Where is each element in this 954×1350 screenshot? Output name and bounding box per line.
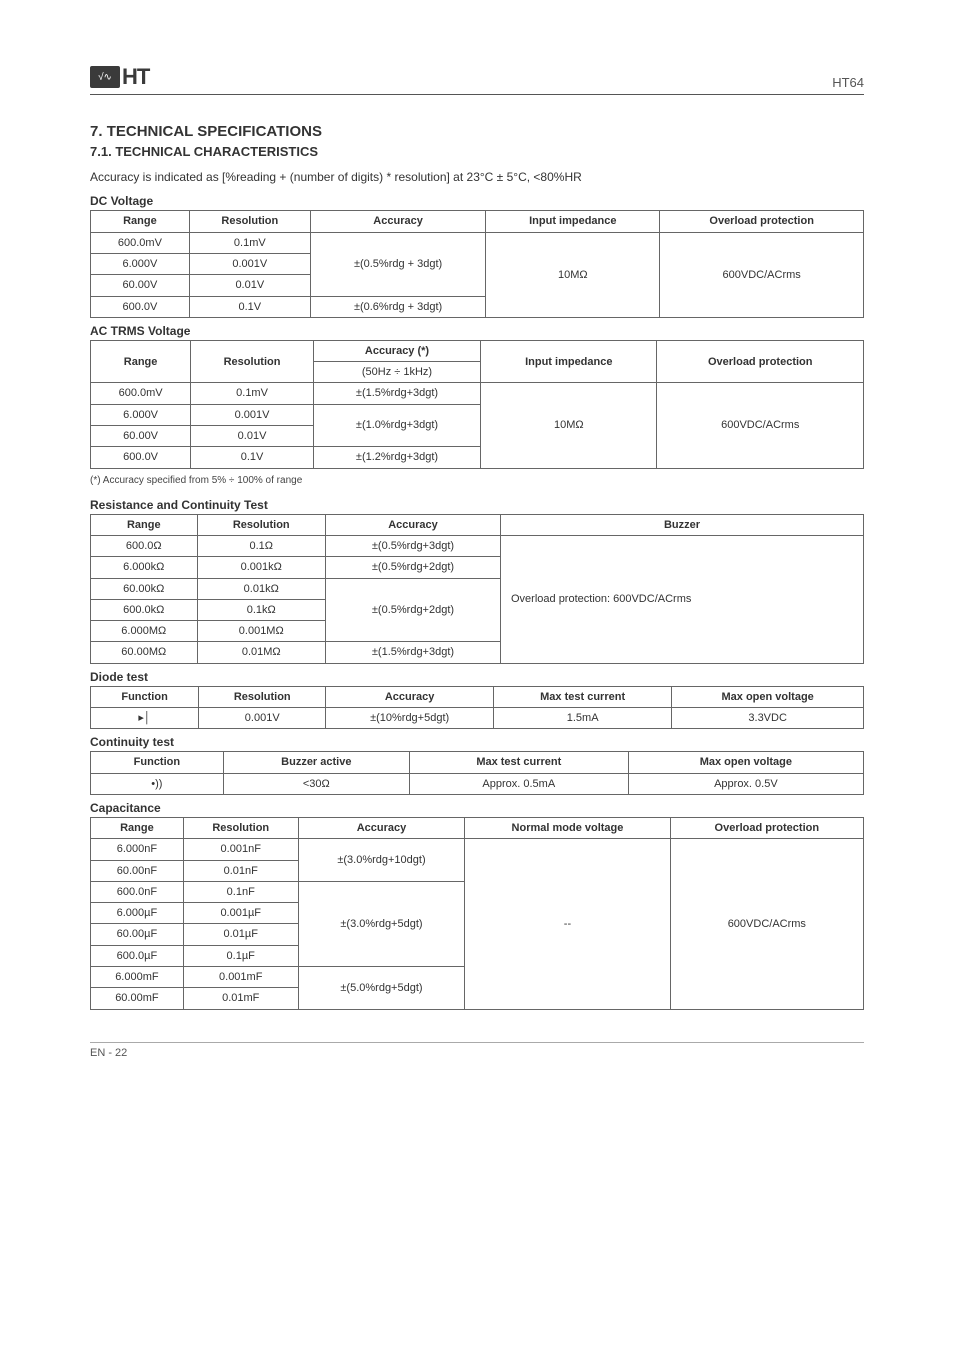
col-buzzer: Buzzer bbox=[501, 514, 864, 535]
col-range: Range bbox=[91, 817, 184, 838]
col-resolution: Resolution bbox=[191, 340, 314, 383]
col-accuracy: Accuracy bbox=[298, 817, 465, 838]
col-accuracy: Accuracy bbox=[325, 514, 500, 535]
col-impedance: Input impedance bbox=[486, 211, 660, 232]
col-range: Range bbox=[91, 514, 198, 535]
col-accuracy: Accuracy (*) bbox=[313, 340, 480, 361]
col-resolution: Resolution bbox=[197, 514, 325, 535]
ac-voltage-note: (*) Accuracy specified from 5% ÷ 100% of… bbox=[90, 475, 864, 486]
page-footer: EN - 22 bbox=[90, 1042, 864, 1059]
col-resolution: Resolution bbox=[199, 686, 326, 707]
table-diode: Function Resolution Accuracy Max test cu… bbox=[90, 686, 864, 730]
col-accuracy-sub: (50Hz ÷ 1kHz) bbox=[313, 362, 480, 383]
table-row: 6.000nF 0.001nF ±(3.0%rdg+10dgt) -- 600V… bbox=[91, 839, 864, 860]
col-max-current: Max test current bbox=[493, 686, 671, 707]
table-row: 600.0mV 0.1mV ±(1.5%rdg+3dgt) 10MΩ 600VD… bbox=[91, 383, 864, 404]
col-nmv: Normal mode voltage bbox=[465, 817, 670, 838]
table-row: 600.0mV 0.1mV ±(0.5%rdg + 3dgt) 10MΩ 600… bbox=[91, 232, 864, 253]
table-title-dc-voltage: DC Voltage bbox=[90, 194, 864, 208]
col-resolution: Resolution bbox=[189, 211, 310, 232]
col-protection: Overload protection bbox=[657, 340, 864, 383]
page-number: EN - 22 bbox=[90, 1047, 127, 1059]
col-max-voltage: Max open voltage bbox=[672, 686, 864, 707]
diode-icon: ▸│ bbox=[91, 708, 199, 729]
section-heading: 7. TECHNICAL SPECIFICATIONS bbox=[90, 123, 864, 140]
table-resistance: Range Resolution Accuracy Buzzer 600.0Ω … bbox=[90, 514, 864, 664]
table-title-continuity: Continuity test bbox=[90, 735, 864, 749]
col-max-current: Max test current bbox=[409, 752, 628, 773]
col-resolution: Resolution bbox=[183, 817, 298, 838]
table-row: 600.0Ω 0.1Ω ±(0.5%rdg+3dgt) Overload pro… bbox=[91, 535, 864, 556]
table-title-capacitance: Capacitance bbox=[90, 801, 864, 815]
col-function: Function bbox=[91, 752, 224, 773]
table-continuity: Function Buzzer active Max test current … bbox=[90, 751, 864, 795]
model-name: HT64 bbox=[832, 75, 864, 90]
table-row: ▸│ 0.001V ±(10%rdg+5dgt) 1.5mA 3.3VDC bbox=[91, 708, 864, 729]
col-range: Range bbox=[91, 340, 191, 383]
buzzer-icon: •)) bbox=[91, 773, 224, 794]
table-title-resistance: Resistance and Continuity Test bbox=[90, 498, 864, 512]
page-header: √∿ HT HT64 bbox=[90, 64, 864, 95]
col-range: Range bbox=[91, 211, 190, 232]
col-buzzer-active: Buzzer active bbox=[223, 752, 409, 773]
col-impedance: Input impedance bbox=[481, 340, 657, 383]
table-title-diode: Diode test bbox=[90, 670, 864, 684]
intro-text: Accuracy is indicated as [%reading + (nu… bbox=[90, 169, 864, 186]
col-function: Function bbox=[91, 686, 199, 707]
col-max-voltage: Max open voltage bbox=[628, 752, 863, 773]
col-accuracy: Accuracy bbox=[326, 686, 494, 707]
table-capacitance: Range Resolution Accuracy Normal mode vo… bbox=[90, 817, 864, 1010]
table-ac-voltage: Range Resolution Accuracy (*) Input impe… bbox=[90, 340, 864, 469]
table-row: •)) <30Ω Approx. 0.5mA Approx. 0.5V bbox=[91, 773, 864, 794]
table-title-ac-voltage: AC TRMS Voltage bbox=[90, 324, 864, 338]
logo-text: HT bbox=[122, 64, 149, 90]
logo-wave-icon: √∿ bbox=[90, 66, 120, 88]
subsection-heading: 7.1. TECHNICAL CHARACTERISTICS bbox=[90, 144, 864, 159]
col-protection: Overload protection bbox=[670, 817, 863, 838]
col-protection: Overload protection bbox=[660, 211, 864, 232]
table-dc-voltage: Range Resolution Accuracy Input impedanc… bbox=[90, 210, 864, 317]
col-accuracy: Accuracy bbox=[310, 211, 486, 232]
brand-logo: √∿ HT bbox=[90, 64, 149, 90]
